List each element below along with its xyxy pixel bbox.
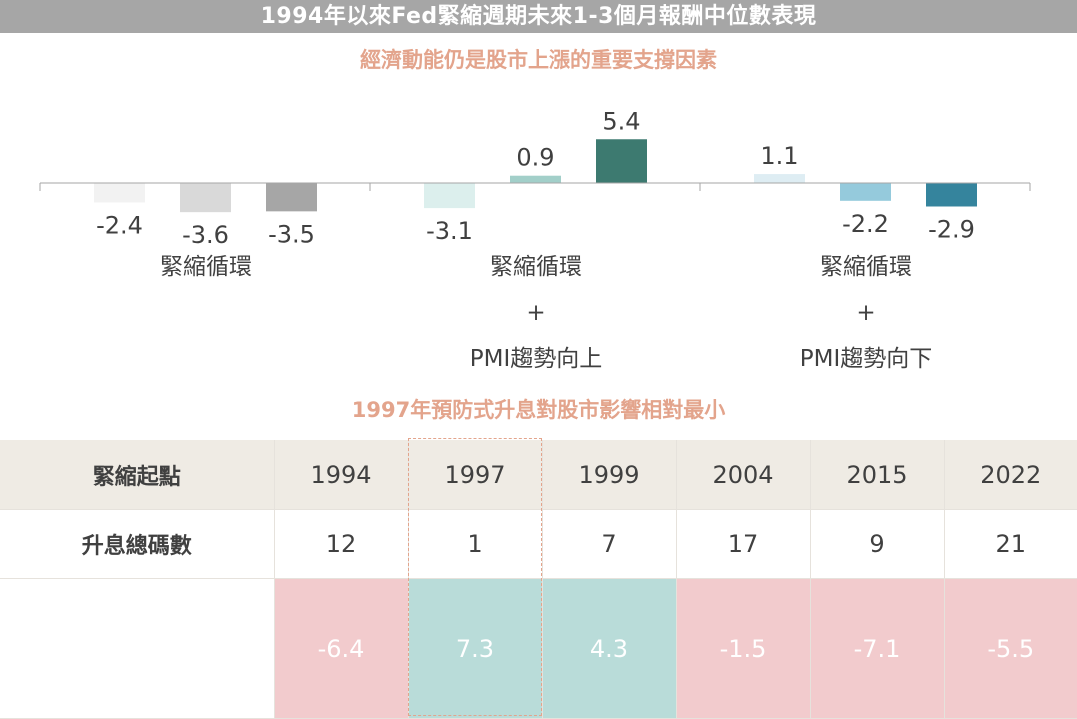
year-cell: 2022: [944, 440, 1077, 510]
hikes-cell: 9: [810, 509, 945, 579]
bar: [180, 183, 231, 213]
data-label: -2.9: [928, 215, 975, 243]
data-label: -3.1: [426, 217, 473, 245]
chart-subtitle: 經濟動能仍是股市上漲的重要支撐因素: [360, 48, 717, 72]
returns-label-line1: 緊縮開始後: [81, 618, 192, 644]
return-cell: 4.3: [542, 578, 677, 719]
data-label: 5.4: [602, 107, 640, 135]
bar: [596, 139, 647, 183]
table-header-row: 緊縮起點 1994 1997 1999 2004 2015 2022: [0, 440, 1077, 510]
data-label: -2.4: [96, 211, 143, 239]
year-cell: 2004: [676, 440, 811, 510]
return-cell: -7.1: [810, 578, 945, 719]
return-cell: -5.5: [944, 578, 1077, 719]
table-subtitle: 1997年預防式升息對股市影響相對最小: [351, 398, 726, 422]
header-label: 緊縮起點: [0, 440, 275, 510]
year-cell: 1997: [408, 440, 543, 510]
bar: [510, 175, 561, 183]
group-label: 緊縮循環: [820, 254, 912, 280]
bar: [754, 174, 805, 183]
hikes-cell: 12: [274, 509, 409, 579]
returns-label: 緊縮開始後 3個月報酬率: [0, 578, 275, 719]
data-label: -2.2: [842, 210, 889, 238]
hikes-cell: 21: [944, 509, 1077, 579]
bar: [926, 183, 977, 207]
year-cell: 2015: [810, 440, 945, 510]
table-row-hikes: 升息總碼數 12 1 7 17 9 21: [0, 509, 1077, 579]
group-label: +: [856, 300, 875, 326]
data-label: 1.1: [760, 142, 798, 170]
year-cell: 1994: [274, 440, 409, 510]
group-label: +: [526, 300, 545, 326]
hikes-cell: 17: [676, 509, 811, 579]
hikes-cell: 1: [408, 509, 543, 579]
data-label: 0.9: [516, 144, 554, 172]
group-label: PMI趨勢向上: [470, 346, 603, 372]
year-cell: 1999: [542, 440, 677, 510]
bar: [424, 183, 475, 209]
data-label: -3.6: [182, 221, 229, 249]
table-row-returns: 緊縮開始後 3個月報酬率 -6.4 7.3 4.3 -1.5 -7.1 -5.5: [0, 578, 1077, 719]
group-label: PMI趨勢向下: [800, 346, 933, 372]
return-cell: 7.3: [408, 578, 543, 719]
returns-label-line2: 3個月報酬率: [74, 652, 200, 678]
bar: [94, 183, 145, 203]
chart-title: 1994年以來Fed緊縮週期未來1-3個月報酬中位數表現: [0, 0, 1077, 33]
bar-chart: -2.4 -3.6 -3.5 緊縮循環 -3.1 0.9 5.4 緊縮循環 + PMI趨勢向上 1.…: [39, 107, 1031, 372]
summary-table: 緊縮起點 1994 1997 1999 2004 2015 2022 升息總碼數…: [0, 440, 1077, 719]
data-label: -3.5: [268, 220, 315, 248]
group-label: 緊縮循環: [490, 254, 582, 280]
hikes-label: 升息總碼數: [0, 509, 275, 579]
return-cell: -1.5: [676, 578, 811, 719]
group-label: 緊縮循環: [160, 254, 252, 280]
return-cell: -6.4: [274, 578, 409, 719]
hikes-cell: 7: [542, 509, 677, 579]
bar: [266, 183, 317, 212]
bar: [840, 183, 891, 201]
